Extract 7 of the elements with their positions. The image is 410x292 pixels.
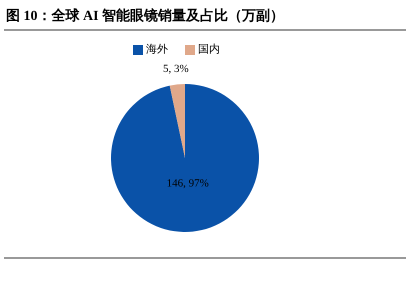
legend-label: 国内 (198, 42, 220, 56)
legend-label: 海外 (146, 44, 168, 56)
chart-title: 图 10：全球 AI 智能眼镜销量及占比（万副） (6, 7, 284, 24)
pie-slice (170, 84, 185, 158)
data-label: 146, 97% (166, 177, 209, 190)
pie-slice (111, 84, 259, 232)
data-label: 5, 3% (162, 63, 189, 76)
